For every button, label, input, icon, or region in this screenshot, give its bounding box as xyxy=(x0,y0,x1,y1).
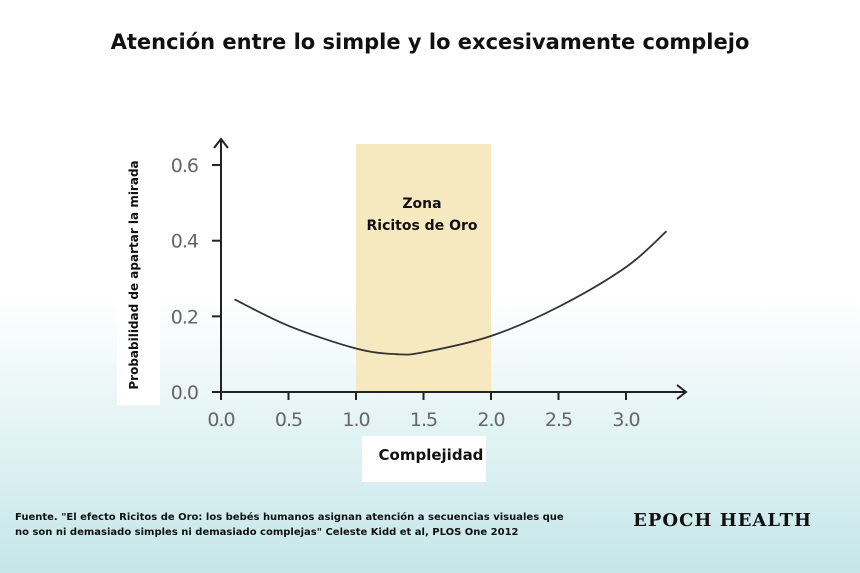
zone-label-line1: Zona xyxy=(402,196,442,212)
x-tick-label: 1.0 xyxy=(342,409,369,431)
x-axis-arrow xyxy=(676,384,688,400)
zone-label-line2: Ricitos de Oro xyxy=(366,218,478,234)
x-tick-label: 0.5 xyxy=(275,409,302,431)
zone-label: Zona Ricitos de Oro xyxy=(362,193,482,237)
x-tick-label: 1.5 xyxy=(410,409,437,431)
y-tick-label: 0.6 xyxy=(171,155,198,177)
y-tick-label: 0.2 xyxy=(171,306,198,328)
x-tick-label: 0.0 xyxy=(207,409,234,431)
goldilocks-zone-band xyxy=(356,144,491,392)
y-axis-label-background xyxy=(117,272,160,405)
attention-curve-line xyxy=(234,230,668,356)
x-axis-label: Complejidad xyxy=(378,446,484,464)
x-tick-label: 3.0 xyxy=(612,409,639,431)
x-tick-label: 2.0 xyxy=(477,409,504,431)
y-tick-label: 0.4 xyxy=(171,231,199,253)
x-axis: 0.0 0.5 1.0 1.5 2.0 2.5 3.0 xyxy=(207,384,688,431)
source-citation: Fuente. "El efecto Ricitos de Oro: los b… xyxy=(15,512,564,538)
x-tick-label: 2.5 xyxy=(545,409,572,431)
x-axis-label-background xyxy=(362,436,486,482)
y-axis-label: Probabilidad de apartar la mirada xyxy=(127,160,141,390)
y-axis: 0.0 0.2 0.4 0.6 xyxy=(171,137,229,404)
y-tick-label: 0.0 xyxy=(171,382,198,404)
chart-title: Atención entre lo simple y lo excesivame… xyxy=(110,30,750,54)
brand-logo: EPOCH HEALTH xyxy=(633,510,812,531)
y-axis-arrow xyxy=(213,137,229,149)
